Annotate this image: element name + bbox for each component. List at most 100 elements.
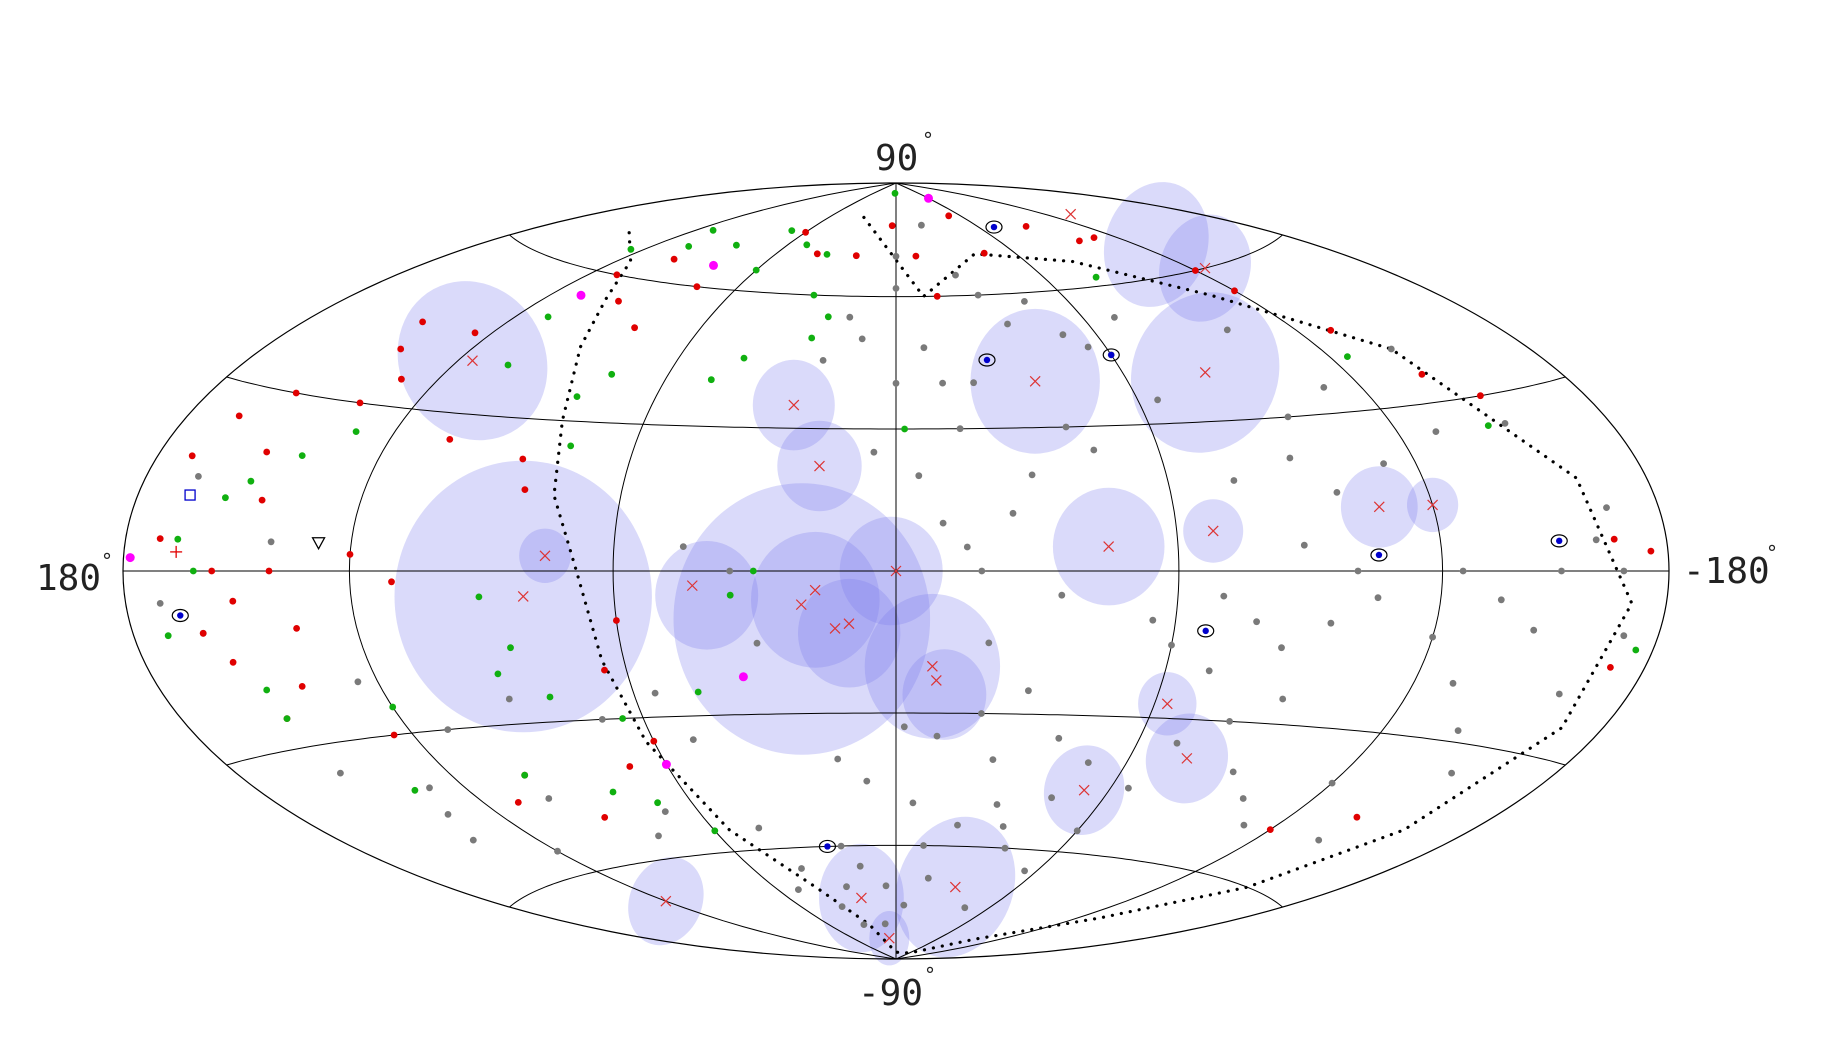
green-dot-43 [824,313,832,321]
probability-blob-11 [902,649,987,740]
green-dot-6 [823,251,831,258]
gray-dot-70 [939,519,947,527]
red-dot-50 [514,799,522,806]
green-dot-18 [298,452,306,459]
gray-dot-20 [1168,641,1175,649]
gray-dot-84 [651,689,659,697]
gray-dot-89 [545,795,553,802]
cross-cross-7 [795,599,807,611]
gray-dot-10 [1111,314,1118,321]
gray-dot-107 [1497,596,1505,604]
cross-cross-16 [1199,367,1211,378]
cross-cross-22 [1181,752,1193,764]
green-dot-39 [1484,422,1492,429]
gray-dot-69 [985,639,993,647]
green-dot-27 [619,715,626,722]
red-dot-11 [631,324,638,332]
cross-cross-4-b [814,460,825,472]
gray-dot-119 [900,723,908,731]
gray-dot-40 [1226,718,1233,725]
cross-cross-13 [1029,375,1041,387]
blue-circled-dot-2-ring [1102,348,1120,362]
red-dot-10 [615,297,622,305]
parallel-30 [226,376,1566,430]
gray-dot-79 [920,344,928,352]
gray-dot-103 [1558,567,1565,575]
gray-dot-111 [1173,739,1181,747]
gray-dot-61 [755,824,763,832]
blue-circled-dot-5 [1197,624,1215,638]
red-dot-15 [852,252,860,260]
gray-dot-58 [860,921,868,928]
green-dot-30 [694,688,702,696]
cross-cross-15-b [1207,525,1219,537]
gray-dot-53 [882,882,890,890]
red-dot-27 [1418,370,1426,378]
red-dot-29 [1076,237,1083,245]
cross-cross-3-b [788,399,800,411]
red-dot-19 [945,212,953,220]
gray-dot-36 [1223,326,1231,334]
green-dot-25 [507,644,514,652]
top-axis-label: 90 [875,138,918,179]
green-dot-14 [504,361,512,369]
cross-cross-4 [814,460,825,472]
green-dot-10 [740,354,748,362]
cross-cross-1 [517,591,529,602]
red-dot-42 [199,629,207,637]
gray-dot-17 [978,567,986,575]
gray-dot-38 [1286,454,1294,462]
red-dot-44 [156,535,164,542]
red-dot-30 [980,249,988,257]
blue-circled-dot-2 [1102,348,1120,362]
red-dot-33 [388,578,395,586]
green-dot-33 [521,771,529,779]
red-dot-45 [229,597,237,605]
gray-dot-100 [1300,541,1308,549]
blue-circled-dot-6-ring [171,608,189,623]
cross-cross-9 [829,623,841,634]
gray-dot-82 [679,543,687,550]
red-dot-43 [293,625,300,632]
red-dot-16 [888,222,896,230]
gray-dot-25 [1429,633,1436,641]
gray-dot-108 [1530,626,1538,634]
cross-cross-0-b [467,355,478,367]
red-dot-12 [693,283,701,291]
green-dot-32 [609,788,617,796]
cross-cross-3 [788,399,800,411]
gray-dot-71 [915,472,923,480]
cross-cross-24-b [949,881,961,893]
cross-cross-10 [890,565,902,577]
gray-dot-55 [856,862,864,870]
gray-dot-26 [1449,679,1457,687]
red-dot-28 [1192,267,1199,274]
cross-cross-23-b [1078,784,1090,796]
cross-cross-17-b [1199,262,1211,274]
green-dot-34 [411,786,419,794]
gray-dot-60 [798,865,805,872]
gray-dot-51 [924,874,932,882]
gray-dot-24 [1374,594,1382,602]
red-dot-2 [471,329,479,337]
blue-circled-dot-1-ring [985,220,1003,234]
gray-dot-90 [554,847,561,855]
red-dot-51 [419,318,426,326]
red-dot-5 [258,496,266,504]
blue-square-0 [184,489,196,501]
gray-dot-124 [354,678,362,686]
green-dot-22 [263,686,271,694]
gray-dot-45 [1315,836,1323,844]
blob-layer [394,182,1459,966]
cross-cross-26 [883,932,895,944]
red-dot-34 [346,551,354,558]
gray-dot-116 [909,799,917,807]
cross-cross-26-b [883,932,895,944]
gray-dot-6 [1021,298,1028,305]
gray-dot-1 [892,285,900,292]
blue-circled-dot-0 [978,353,996,367]
gray-dot-110 [1279,695,1287,703]
red-dot-38 [626,763,634,770]
gray-dot-114 [1001,844,1009,852]
gray-dot-109 [1354,567,1362,575]
